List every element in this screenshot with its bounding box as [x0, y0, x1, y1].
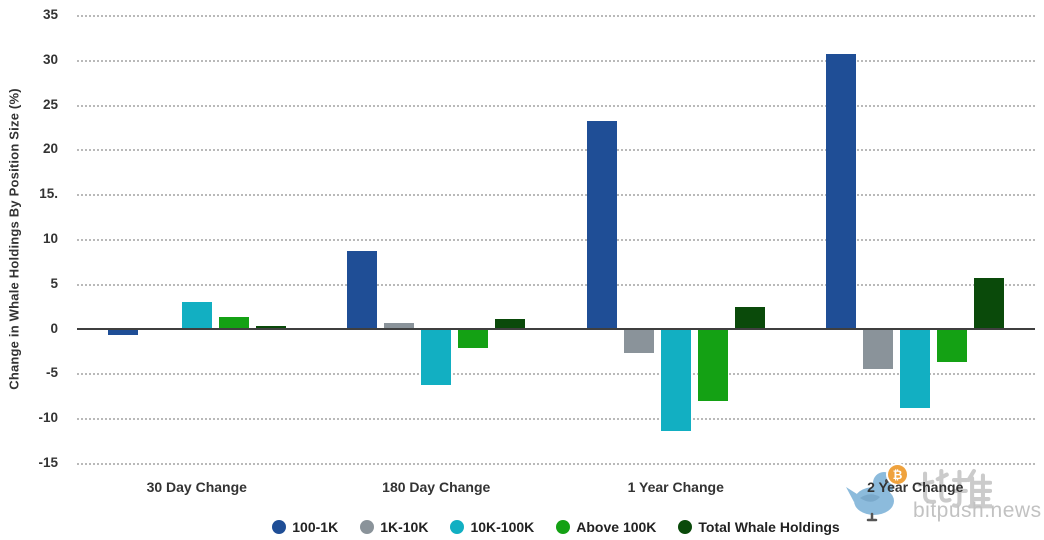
- gridline: [77, 104, 1035, 107]
- bitpush-bird-icon: [846, 472, 903, 522]
- x-tick-label: 180 Day Change: [382, 479, 491, 495]
- bitcoin-badge-icon: ₿: [888, 465, 907, 484]
- y-tick-label: -5: [45, 365, 58, 381]
- y-tick-label: 35: [42, 7, 58, 22]
- bitcoin-symbol: ₿: [892, 467, 903, 482]
- legend-swatch: [272, 520, 287, 534]
- bar-10k-100k-30-day-change: [181, 301, 212, 329]
- gridline: [77, 373, 1035, 376]
- x-tick-label: 2 Year Change: [867, 479, 964, 495]
- bar-above-100k-180-day-change: [458, 328, 489, 349]
- bar-1k-10k-2-year-change: [863, 328, 894, 369]
- legend-label: Above 100K: [576, 519, 657, 535]
- legend-swatch: [556, 520, 571, 534]
- y-tick-label: 0: [50, 320, 58, 336]
- bar-1k-10k-1-year-change: [623, 328, 654, 353]
- bar-100-1k-30-day-change: [107, 328, 138, 335]
- legend-label: 100-1K: [292, 519, 339, 535]
- gridline: [77, 239, 1035, 241]
- zero-axis-line: [77, 327, 1035, 330]
- y-tick-label: 15.: [39, 186, 58, 202]
- bar-10k-100k-1-year-change: [660, 328, 691, 431]
- gridline: [77, 149, 1035, 152]
- legend-label: Total Whale Holdings: [698, 519, 840, 535]
- y-tick-label: 5: [50, 275, 58, 291]
- gridline: [77, 194, 1035, 197]
- legend-item: 10K-100K: [450, 519, 534, 535]
- y-tick-label: 25: [42, 96, 58, 112]
- y-tick-label: 10: [42, 231, 58, 246]
- gridline: [77, 15, 1035, 17]
- bar-10k-100k-180-day-change: [421, 328, 452, 386]
- legend: 100-1K 1K-10K 10K-100K Above 100K Total Whal…: [77, 514, 1035, 540]
- bitpush-url-watermark: bitpush.news: [913, 499, 1042, 522]
- bitpush-cn-watermark: [917, 468, 992, 509]
- bar-100-1k-2-year-change: [826, 53, 857, 329]
- gridline: [77, 463, 1035, 465]
- bar-total-whale-holdings-180-day-change: [495, 318, 526, 329]
- legend-item: Total Whale Holdings: [678, 519, 840, 535]
- y-tick-label: -15: [38, 455, 58, 470]
- bar-100-1k-180-day-change: [347, 250, 378, 329]
- legend-label: 10K-100K: [470, 519, 535, 535]
- legend-swatch: [450, 520, 465, 534]
- legend-item: Above 100K: [556, 519, 656, 535]
- bar-100-1k-1-year-change: [586, 120, 617, 329]
- bar-above-100k-30-day-change: [218, 316, 249, 329]
- bar-above-100k-1-year-change: [697, 328, 728, 402]
- y-tick-label: -10: [38, 410, 58, 426]
- gridline: [77, 418, 1035, 421]
- legend-item: 1K-10K: [360, 519, 428, 535]
- y-tick-label: 30: [42, 51, 58, 67]
- legend-label: 1K-10K: [380, 519, 429, 535]
- bar-1k-10k-180-day-change: [384, 323, 415, 329]
- y-tick-label: 20: [42, 141, 58, 157]
- legend-swatch: [678, 520, 693, 534]
- legend-item: 100-1K: [272, 519, 338, 535]
- bar-total-whale-holdings-30-day-change: [255, 325, 286, 329]
- gridline: [77, 283, 1035, 286]
- gridline: [77, 59, 1035, 62]
- x-tick-label: 30 Day Change: [146, 479, 247, 495]
- x-tick-label: 1 Year Change: [627, 479, 724, 495]
- bar-total-whale-holdings-2-year-change: [974, 278, 1005, 329]
- legend-swatch: [360, 520, 375, 534]
- bar-10k-100k-2-year-change: [900, 328, 931, 409]
- bar-total-whale-holdings-1-year-change: [734, 307, 765, 329]
- bar-above-100k-2-year-change: [937, 328, 968, 362]
